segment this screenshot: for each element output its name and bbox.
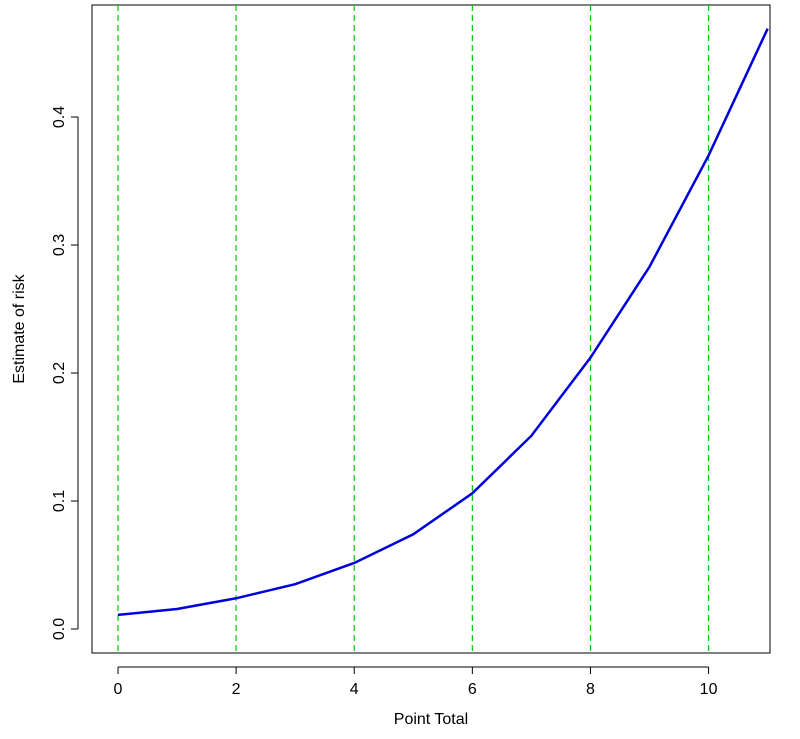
plot-frame — [91, 4, 771, 654]
x-tick-label: 4 — [350, 681, 359, 698]
data-line — [117, 28, 769, 617]
x-tick-label: 0 — [114, 681, 123, 698]
x-tick-label: 10 — [700, 681, 718, 698]
y-tick-label: 0.4 — [51, 106, 68, 128]
y-tick-label: 0.1 — [51, 490, 68, 512]
y-tick-label: 0.2 — [51, 362, 68, 384]
x-tick-label: 2 — [232, 681, 241, 698]
x-tick-label: 6 — [468, 681, 477, 698]
y-axis-title: Estimate of risk — [11, 273, 28, 383]
y-tick-label: 0.0 — [51, 618, 68, 640]
x-tick-label: 8 — [586, 681, 595, 698]
y-tick-label: 0.3 — [51, 234, 68, 256]
x-axis-title: Point Total — [394, 711, 468, 728]
